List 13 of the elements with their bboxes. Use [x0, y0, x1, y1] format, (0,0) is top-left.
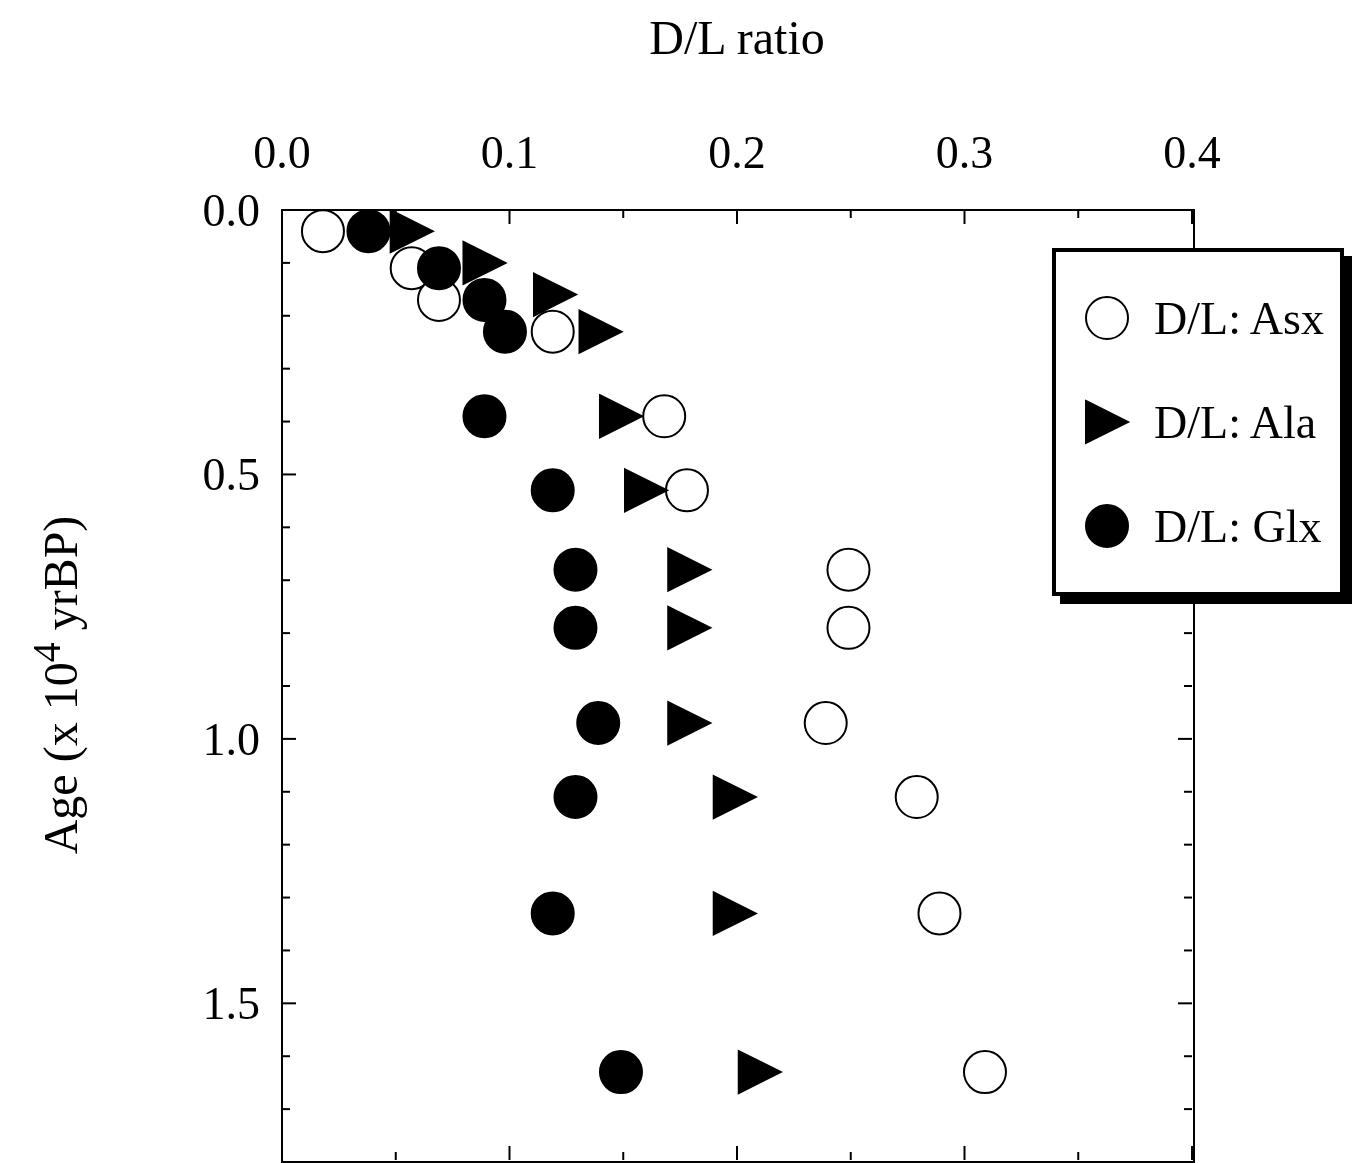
legend-label: D/L: Asx	[1154, 291, 1324, 345]
y-tick-label: 1.0	[202, 713, 260, 765]
y-tick-label: 0.5	[202, 449, 260, 501]
y-tick-label: 1.5	[202, 978, 260, 1030]
x-tick-label: 0.0	[253, 127, 311, 178]
x-tick-label: 0.2	[708, 127, 766, 178]
x-tick-label: 0.1	[480, 127, 539, 178]
legend-label: D/L: Ala	[1154, 395, 1317, 449]
x-tick-label: 0.4	[1163, 127, 1221, 178]
x-axis-title: D/L ratio	[648, 10, 826, 65]
x-tick-label: 0.3	[935, 127, 994, 178]
legend-label: D/L: Glx	[1154, 499, 1322, 553]
y-tick-label: 0.0	[202, 185, 260, 236]
